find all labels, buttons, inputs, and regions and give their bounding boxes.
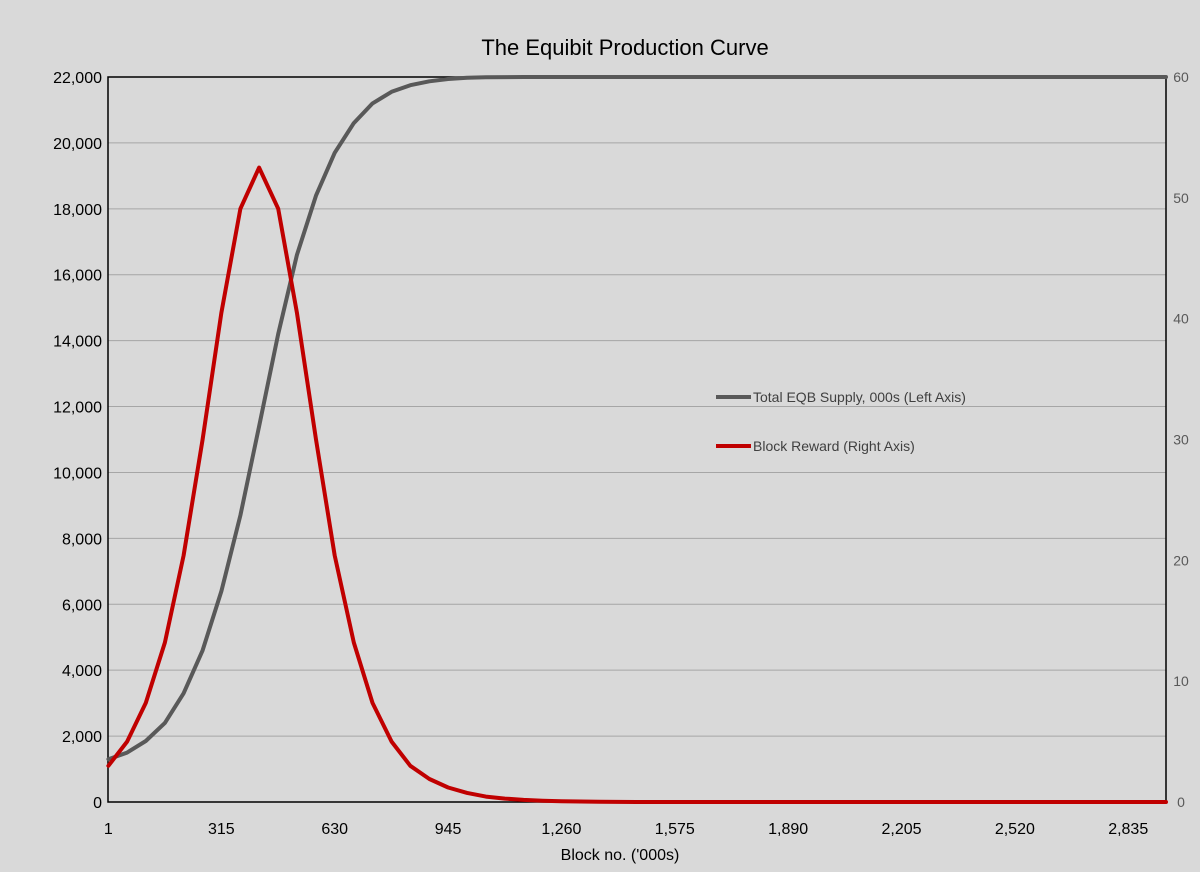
legend: Total EQB Supply, 000s (Left Axis) Block …	[716, 389, 966, 454]
block-reward-series-line	[106, 165, 1168, 804]
x-axis-ticks: 1 315 630 945 1,260 1,575 1,890 2,205 2,520 2,835	[104, 821, 1148, 838]
series-layer	[106, 75, 1168, 804]
right-tick-label: 40	[1173, 311, 1189, 327]
right-tick-label: 10	[1173, 673, 1189, 689]
left-tick-label: 16,000	[53, 268, 102, 285]
x-tick-label: 2,520	[995, 821, 1035, 838]
x-tick-label: 315	[208, 821, 235, 838]
left-tick-label: 0	[93, 795, 102, 812]
right-axis-ticks: 0 10 20 30 40 50 60	[1173, 69, 1189, 810]
x-tick-label: 1,260	[541, 821, 581, 838]
x-tick-label: 1	[104, 821, 113, 838]
legend-label: Total EQB Supply, 000s (Left Axis)	[753, 389, 966, 405]
left-tick-label: 6,000	[62, 597, 102, 614]
x-tick-label: 945	[435, 821, 462, 838]
left-tick-label: 4,000	[62, 663, 102, 680]
supply-series-line	[106, 75, 1168, 762]
x-tick-label: 1,575	[655, 821, 695, 838]
left-tick-label: 22,000	[53, 70, 102, 87]
x-tick-label: 630	[321, 821, 348, 838]
left-tick-label: 8,000	[62, 531, 102, 548]
left-tick-label: 20,000	[53, 136, 102, 153]
x-tick-label: 1,890	[768, 821, 808, 838]
left-tick-label: 18,000	[53, 202, 102, 219]
right-tick-label: 60	[1173, 69, 1189, 85]
right-tick-label: 20	[1173, 552, 1189, 568]
left-axis-ticks: 0 2,000 4,000 6,000 8,000 10,000 12,000 14,000 1…	[53, 70, 102, 812]
left-tick-label: 12,000	[53, 400, 102, 417]
right-tick-label: 30	[1173, 432, 1189, 448]
chart-title: The Equibit Production Curve	[481, 35, 768, 60]
x-axis-label: Block no. ('000s)	[561, 847, 680, 864]
left-tick-label: 2,000	[62, 729, 102, 746]
right-tick-label: 50	[1173, 190, 1189, 206]
left-tick-label: 14,000	[53, 334, 102, 351]
x-tick-label: 2,835	[1108, 821, 1148, 838]
x-tick-label: 2,205	[881, 821, 921, 838]
legend-label: Block Reward (Right Axis)	[753, 438, 915, 454]
right-tick-label: 0	[1177, 794, 1185, 810]
left-tick-label: 10,000	[53, 465, 102, 482]
